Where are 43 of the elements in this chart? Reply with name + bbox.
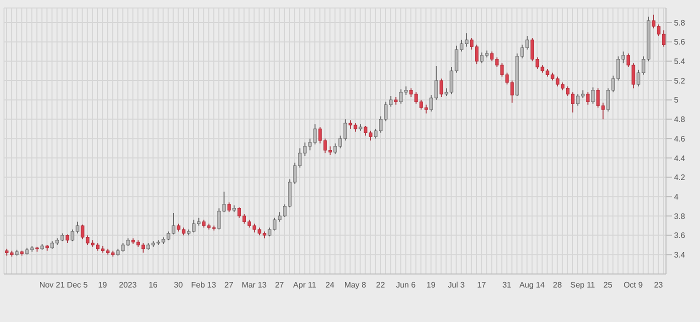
x-tick-label: Feb 13 xyxy=(191,280,217,290)
x-tick-label: 23 xyxy=(654,280,664,290)
candlestick xyxy=(591,86,595,104)
x-tick-label: 22 xyxy=(376,280,386,290)
x-tick-label: Apr 11 xyxy=(293,280,317,290)
x-tick-label: Jul 3 xyxy=(448,280,466,290)
y-tick-label: 5.8 xyxy=(674,18,686,28)
x-tick-label: Mar 13 xyxy=(242,280,268,290)
x-tick-label: Sep 11 xyxy=(570,280,596,290)
y-tick-label: 4.6 xyxy=(674,134,686,144)
x-tick-label: 24 xyxy=(325,280,335,290)
y-tick-label: 3.6 xyxy=(674,231,686,240)
y-tick-label: 4 xyxy=(674,192,679,202)
y-tick-label: 4.4 xyxy=(674,154,686,163)
y-tick-label: 4.2 xyxy=(674,173,686,182)
y-tick-label: 5 xyxy=(674,96,679,105)
y-tick-label: 3.4 xyxy=(674,250,686,260)
x-tick-label: 31 xyxy=(502,280,512,290)
candlestick xyxy=(440,78,444,98)
candlestick xyxy=(586,92,590,106)
x-tick-label: 16 xyxy=(148,280,158,290)
candlestick xyxy=(35,246,39,252)
candlestick xyxy=(227,202,231,212)
x-tick-label: Oct 9 xyxy=(624,280,644,290)
y-tick-label: 5.4 xyxy=(674,57,686,66)
x-tick-label: 27 xyxy=(274,280,284,290)
x-tick-label: Aug 14 xyxy=(519,280,546,290)
x-tick-label: 30 xyxy=(174,280,184,290)
x-tick-label: May 8 xyxy=(344,280,367,290)
x-tick-label: 27 xyxy=(224,280,234,290)
x-tick-label: 17 xyxy=(477,280,487,290)
x-tick-label: 19 xyxy=(426,280,436,290)
x-tick-label: 19 xyxy=(98,280,108,290)
x-tick-label: 2023 xyxy=(118,280,138,290)
y-tick-label: 5.6 xyxy=(674,38,686,47)
y-tick-label: 5.2 xyxy=(674,76,686,86)
y-tick-label: 4.8 xyxy=(674,115,686,124)
x-tick-label: 28 xyxy=(552,280,562,290)
x-tick-label: 25 xyxy=(603,280,613,290)
x-tick-label: Dec 5 xyxy=(66,280,88,290)
x-tick-label: Jun 6 xyxy=(396,280,416,290)
y-tick-label: 3.8 xyxy=(674,212,686,221)
x-tick-label: Nov 21 xyxy=(39,280,66,290)
